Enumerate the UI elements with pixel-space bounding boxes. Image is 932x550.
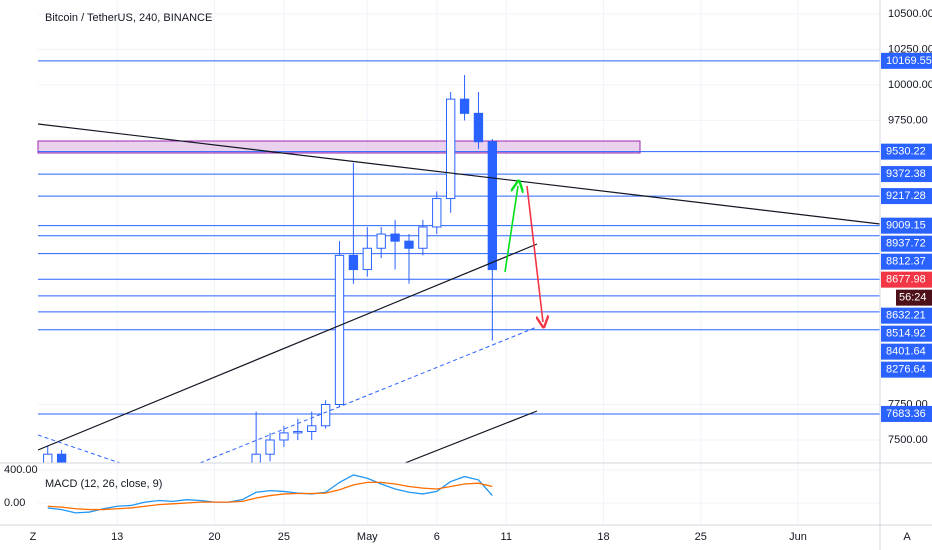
candle-body [155, 497, 163, 498]
candle-body [196, 490, 204, 497]
price-label-bg [881, 188, 932, 205]
candle-body [265, 439, 275, 455]
macd-tick-label: 0.00 [4, 497, 25, 509]
trend-line [38, 243, 538, 451]
x-tick-label: Jun [789, 531, 807, 543]
countdown-bg [896, 289, 932, 306]
y-tick-label: 7500.00 [888, 434, 928, 446]
candles [43, 74, 498, 539]
macd-tick-label: 400.00 [4, 464, 38, 476]
candle-body [127, 532, 135, 539]
trend-line [38, 123, 880, 225]
dashed-line [199, 326, 538, 463]
candle-body [279, 432, 289, 441]
grid [38, 0, 880, 525]
candle-body [183, 490, 191, 518]
price-label: 8937.72 [886, 238, 926, 250]
price-label-bg [881, 217, 932, 234]
price-label-bg [881, 52, 932, 69]
price-label: 9372.38 [886, 168, 926, 180]
candle-body [376, 233, 386, 249]
y-tick-label: 10500.00 [888, 8, 932, 20]
price-label: 8514.92 [886, 328, 926, 340]
axes: 13 20 25 May 6 11 18 25 Jun 10500.00 10250.00 10000… [4, 8, 932, 543]
price-label: 8677.98 [886, 274, 926, 286]
chart-title: Bitcoin / TetherUS, 240, BINANCE [45, 12, 212, 24]
price-label: 8812.37 [886, 256, 926, 268]
price-label-bg [881, 253, 932, 270]
candle-body [362, 247, 372, 271]
price-label-bg [881, 307, 932, 324]
candle-body [348, 254, 359, 271]
countdown: 56:24 [899, 292, 927, 304]
candle-body [169, 497, 177, 518]
price-label-bg [881, 325, 932, 342]
price-label: 9530.22 [886, 146, 926, 158]
price-label: 8632.21 [886, 310, 926, 322]
candle-body [404, 240, 414, 249]
y-tick-label: 9750.00 [888, 114, 928, 126]
dashed-line [38, 434, 121, 463]
price-label-bg [881, 343, 932, 360]
trend-line [404, 410, 538, 463]
y-tick-label: 10000.00 [888, 79, 932, 91]
candle-body [238, 490, 246, 518]
price-label: 8276.64 [886, 364, 926, 376]
candle-body [307, 425, 317, 432]
levels [38, 60, 880, 415]
candle-body [43, 453, 53, 463]
candle-body [459, 98, 470, 114]
x-tick-label: 25 [278, 531, 290, 543]
timezone-button[interactable]: Z [30, 531, 37, 543]
x-tick-label: 25 [695, 531, 707, 543]
x-tick-label: 6 [434, 531, 440, 543]
macd-line [47, 474, 493, 514]
candle-body [487, 141, 498, 271]
candle-body [293, 430, 303, 434]
x-tick-label: 20 [208, 531, 220, 543]
price-label-bg [881, 235, 932, 252]
candle-body [418, 226, 428, 249]
candle-body [432, 198, 442, 228]
candle-body [320, 403, 331, 427]
candle-body [445, 98, 456, 200]
candle-body [334, 254, 345, 405]
price-label: 9217.28 [886, 190, 926, 202]
drawings [38, 123, 880, 463]
auto-scale-button[interactable]: A [903, 531, 911, 543]
down-arrow [526, 185, 543, 322]
price-label: 9009.15 [886, 220, 926, 232]
up-arrow [504, 186, 518, 273]
x-tick-label: 18 [597, 531, 609, 543]
price-label-bg [881, 143, 932, 160]
price-label: 7683.36 [886, 408, 926, 420]
y-tick-label: 10250.00 [888, 43, 932, 55]
price-label-bg [881, 271, 932, 288]
price-label-bg [881, 166, 932, 183]
macd-title: MACD (12, 26, close, 9) [45, 478, 162, 490]
macd-line [47, 481, 493, 511]
candle-body [473, 112, 484, 143]
candle-body [56, 453, 67, 463]
price-label-bg [881, 361, 932, 378]
macd-pane [38, 469, 880, 514]
candle-body [390, 233, 400, 242]
candle-body [99, 525, 107, 532]
x-tick-label: 11 [501, 531, 512, 543]
x-tick-label: 13 [111, 531, 123, 543]
candle-body [251, 453, 261, 463]
price-label: 8401.64 [886, 346, 926, 358]
candle-body [85, 525, 93, 528]
price-label-bg [881, 405, 932, 422]
price-label: 10169.55 [886, 55, 932, 67]
x-tick-label: May [357, 531, 378, 543]
